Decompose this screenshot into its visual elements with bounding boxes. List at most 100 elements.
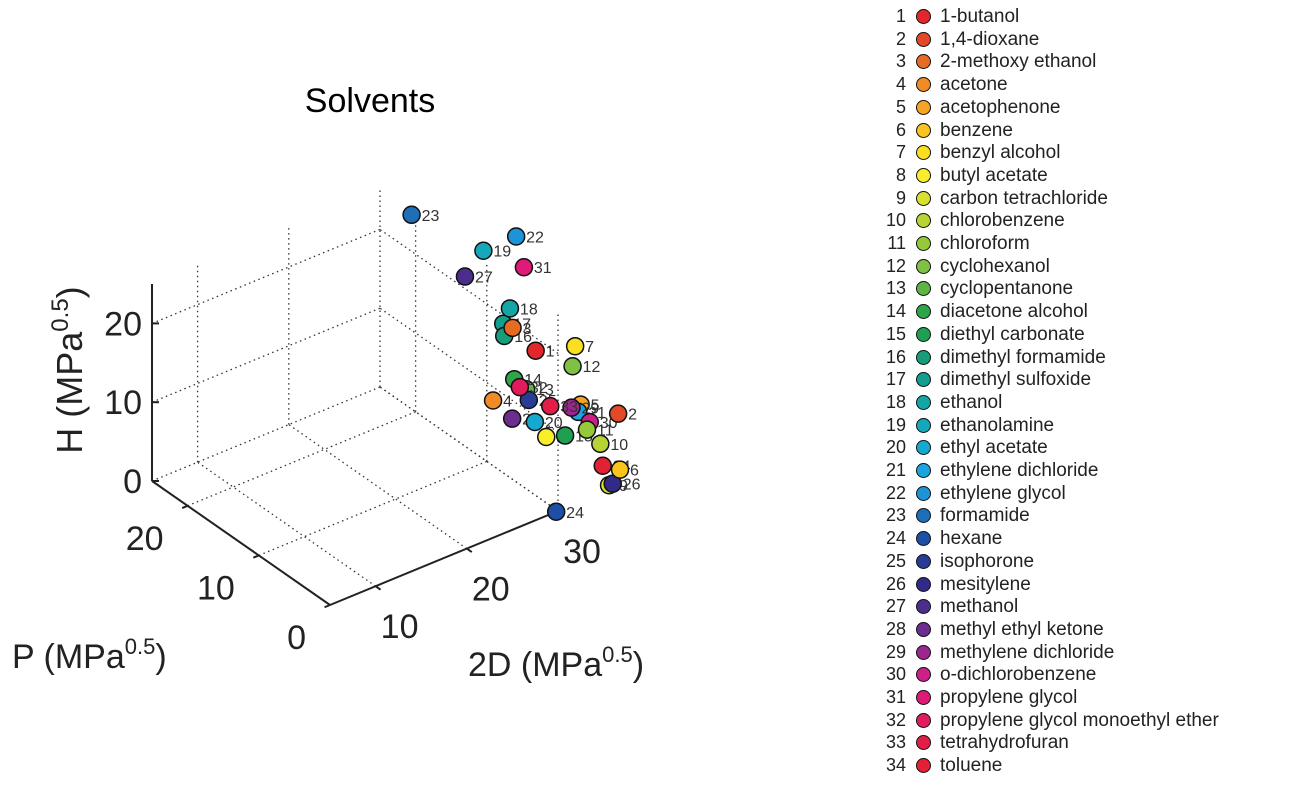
legend-item-label: benzyl alcohol: [940, 142, 1061, 164]
data-point-label: 4: [503, 393, 512, 410]
data-point: [562, 398, 581, 417]
legend-item-number: 19: [885, 414, 906, 435]
legend-item-number: 20: [885, 437, 906, 458]
legend-item-label: acetophenone: [940, 96, 1061, 118]
data-point: [506, 227, 526, 246]
x-tick-label: 30: [563, 533, 601, 571]
legend-marker: [916, 485, 931, 501]
legend-item-number: 31: [885, 687, 906, 707]
legend-item-label: dimethyl sulfoxide: [940, 369, 1092, 391]
legend-item-number: 6: [895, 119, 906, 140]
legend-item-number: 18: [885, 391, 906, 412]
legend-item: 19 ethanolamine: [880, 414, 1054, 437]
svg-text:H (MPa0.5): H (MPa0.5): [47, 286, 90, 453]
grid-line: [151, 228, 381, 325]
data-point-label: 1: [546, 344, 555, 361]
legend-marker: [916, 236, 931, 251]
legend-item: 20 ethyl acetate: [880, 436, 1048, 459]
svg-text:2D (MPa0.5): 2D (MPa0.5): [468, 642, 644, 684]
legend-item: 1 1-butanol: [880, 5, 1019, 28]
legend-item: 22 ethylene glycol: [880, 482, 1066, 505]
legend-item-number: 9: [895, 187, 906, 208]
legend-marker: [916, 621, 931, 637]
legend-item-number: 34: [885, 755, 906, 776]
legend-item-number: 16: [885, 346, 906, 367]
legend-marker: [916, 735, 931, 751]
legend-item-label: cyclohexanol: [940, 255, 1050, 277]
x-tick-label: 10: [381, 608, 419, 646]
legend-item-number: 32: [885, 709, 906, 730]
legend-item-label: ethylene dichloride: [940, 460, 1099, 481]
z-tick-label: 0: [123, 463, 142, 501]
legend-item-label: ethylene glycol: [940, 482, 1066, 504]
grid-line: [187, 411, 416, 507]
legend-item: 29 methylene dichloride: [880, 641, 1114, 664]
legend-marker: [916, 190, 931, 206]
data-point: [540, 396, 560, 416]
axes-box: 10 20 30 0 10 20 0 10 20: [104, 284, 601, 657]
x-tick-label: 20: [472, 571, 510, 609]
data-point: [502, 409, 522, 428]
legend-marker: [916, 99, 931, 115]
data-point: [510, 377, 530, 397]
y-tick: [324, 604, 331, 609]
grid-line: [288, 424, 468, 550]
legend-item: 17 dimethyl sulfoxide: [880, 368, 1091, 391]
legend-item-number: 21: [885, 460, 906, 480]
legend-item: 16 dimethyl formamide: [880, 346, 1106, 369]
legend-item-number: 27: [885, 596, 906, 617]
legend-item-label: chlorobenzene: [940, 210, 1065, 232]
legend-item-label: ethyl acetate: [940, 437, 1048, 459]
legend-item-number: 1: [895, 6, 906, 26]
legend-item-label: o-dichlorobenzene: [940, 664, 1097, 686]
legend-marker: [916, 304, 931, 320]
data-point: [563, 356, 582, 376]
z-tick-label: 10: [104, 384, 142, 422]
legend-marker: [916, 54, 931, 70]
legend-item-number: 28: [885, 618, 906, 639]
legend-marker: [916, 167, 931, 183]
legend-marker: [916, 531, 931, 547]
legend-item-number: 24: [885, 528, 906, 549]
data-point-label: 27: [475, 270, 493, 287]
y-tick-label: 10: [197, 569, 235, 607]
legend-marker: [916, 122, 931, 138]
legend-item-label: isophorone: [940, 550, 1035, 572]
legend-item-number: 15: [885, 323, 906, 344]
legend-item-label: 1-butanol: [940, 6, 1020, 27]
legend-marker: [916, 553, 931, 569]
data-point: [402, 205, 421, 225]
legend-item-number: 11: [887, 233, 906, 253]
data-point: [526, 341, 545, 360]
legend-marker: [916, 644, 931, 660]
data-point: [555, 426, 575, 445]
legend-item-label: toluene: [940, 755, 1003, 777]
legend-marker: [916, 440, 931, 456]
legend-marker: [916, 599, 931, 615]
data-point-label: 13: [536, 382, 554, 399]
legend-item-label: propylene glycol: [940, 687, 1078, 708]
data-point: [483, 391, 503, 410]
legend-marker: [916, 145, 931, 161]
legend-item-number: 30: [885, 664, 906, 685]
legend-item-number: 7: [895, 142, 906, 163]
legend-item-number: 29: [885, 641, 906, 662]
data-point-label: 22: [526, 230, 544, 247]
legend-marker: [916, 667, 931, 683]
legend-item: 3 2-methoxy ethanol: [880, 50, 1096, 73]
z-axis-label: H (MPa0.5): [47, 286, 90, 453]
legend-marker: [916, 576, 931, 592]
data-point-label: 19: [493, 244, 511, 261]
legend-item-number: 4: [895, 74, 906, 95]
grid-line: [151, 307, 381, 403]
data-point-label: 29: [582, 401, 600, 418]
legend-item-label: 1,4-dioxane: [940, 28, 1040, 50]
data-point-label: 5: [591, 398, 600, 415]
legend-item-number: 12: [885, 255, 906, 276]
legend-item-label: dimethyl formamide: [940, 346, 1106, 368]
data-point-label: 24: [566, 505, 584, 522]
z-tick-label: 20: [104, 305, 142, 343]
data-point: [500, 299, 520, 318]
legend-item: 12 cyclohexanol: [880, 255, 1050, 278]
